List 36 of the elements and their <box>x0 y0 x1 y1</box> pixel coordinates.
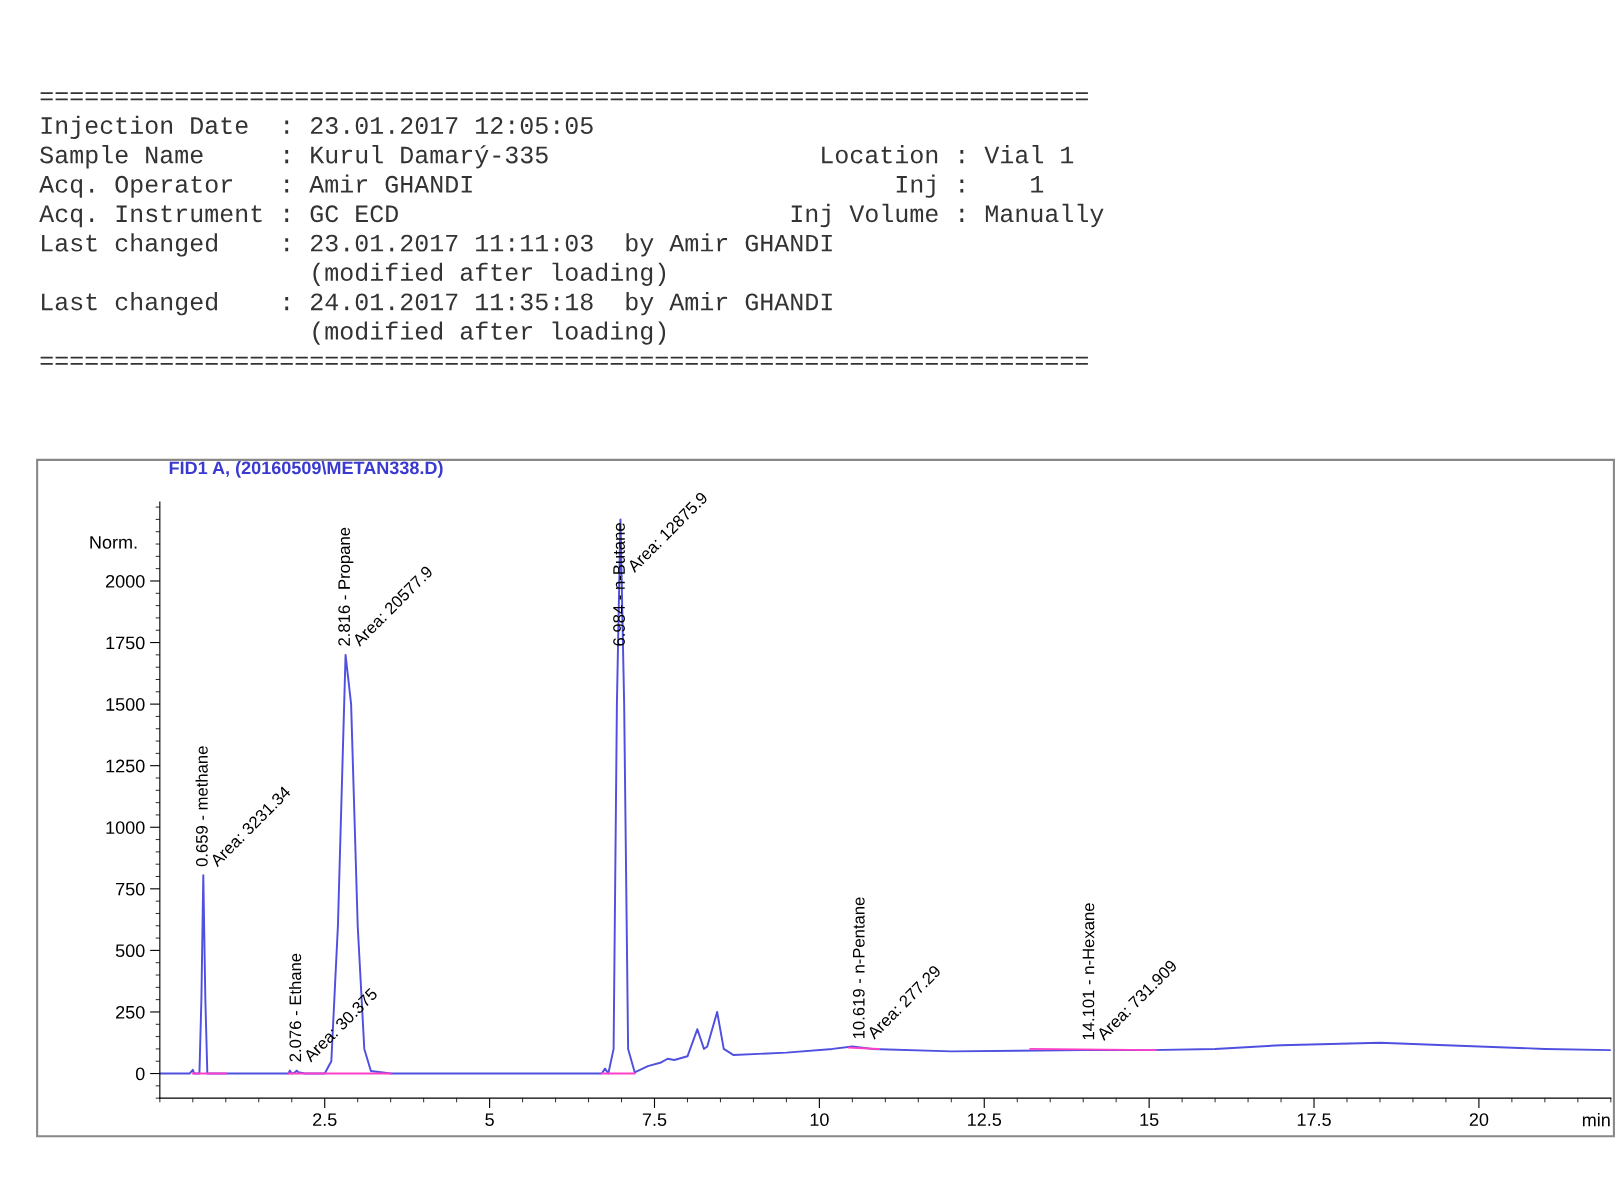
x-axis-title: min <box>1582 1113 1610 1127</box>
text: Last changed : 23.01.2017 11:11:03 by Amir GHANDI <box>42 233 832 257</box>
text: ====================================================================== <box>40 92 1088 101</box>
annotation: 6.984 - n-Butane <box>613 523 625 646</box>
annotation: 10.619 - n-Pentane <box>852 897 865 1039</box>
chart-title: FID1 A, (20160509\METAN338.D) <box>169 460 443 478</box>
x-tick-label: 7.5 <box>642 1113 667 1127</box>
text: Last changed : 24.01.2017 11:35:18 by Amir GHANDI <box>42 292 832 316</box>
text: Sample Name : Kurul Damarý-335 Location : Vial 1 <box>40 145 1074 169</box>
y-tick-label: 1500 <box>106 698 145 711</box>
annotation: 2.076 - Ethane <box>288 953 302 1062</box>
y-tick-label: 1000 <box>106 821 145 834</box>
annotation: 14.101 - n-Hexane <box>1082 903 1095 1040</box>
y-tick-label: 750 <box>116 882 145 896</box>
x-tick-label: 2.5 <box>313 1113 337 1127</box>
x-tick-label: 15 <box>1140 1113 1159 1127</box>
y-tick-label: 500 <box>115 944 145 958</box>
text: (modified after loading) <box>313 262 666 286</box>
x-tick-label: 12.5 <box>968 1113 1002 1127</box>
y-tick-label: 2000 <box>106 574 145 588</box>
x-tick-label: 20 <box>1469 1113 1489 1127</box>
text: ====================================================================== <box>40 356 1088 365</box>
x-tick-label: 5 <box>485 1113 494 1127</box>
annotation: 2.816 - Propane <box>338 527 354 646</box>
y-tick-label: 250 <box>116 1005 145 1019</box>
y-tick-label: 1750 <box>106 636 145 650</box>
y-axis-title: Norm. <box>90 536 137 549</box>
text: Acq. Operator : Amir GHANDI Inj : 1 <box>39 174 1044 198</box>
x-tick-label: 10 <box>810 1113 829 1127</box>
annotation: 0.659 - methane <box>195 746 208 867</box>
text: (modified after loading) <box>313 321 666 345</box>
y-tick-label: 1250 <box>106 759 145 773</box>
x-tick-label: 17.5 <box>1297 1113 1331 1127</box>
text: Injection Date : 23.01.2017 12:05:05 <box>41 115 593 139</box>
text: Acq. Instrument : GC ECD Inj Volume : Manually <box>39 203 1104 228</box>
y-tick-label: 0 <box>135 1067 145 1081</box>
